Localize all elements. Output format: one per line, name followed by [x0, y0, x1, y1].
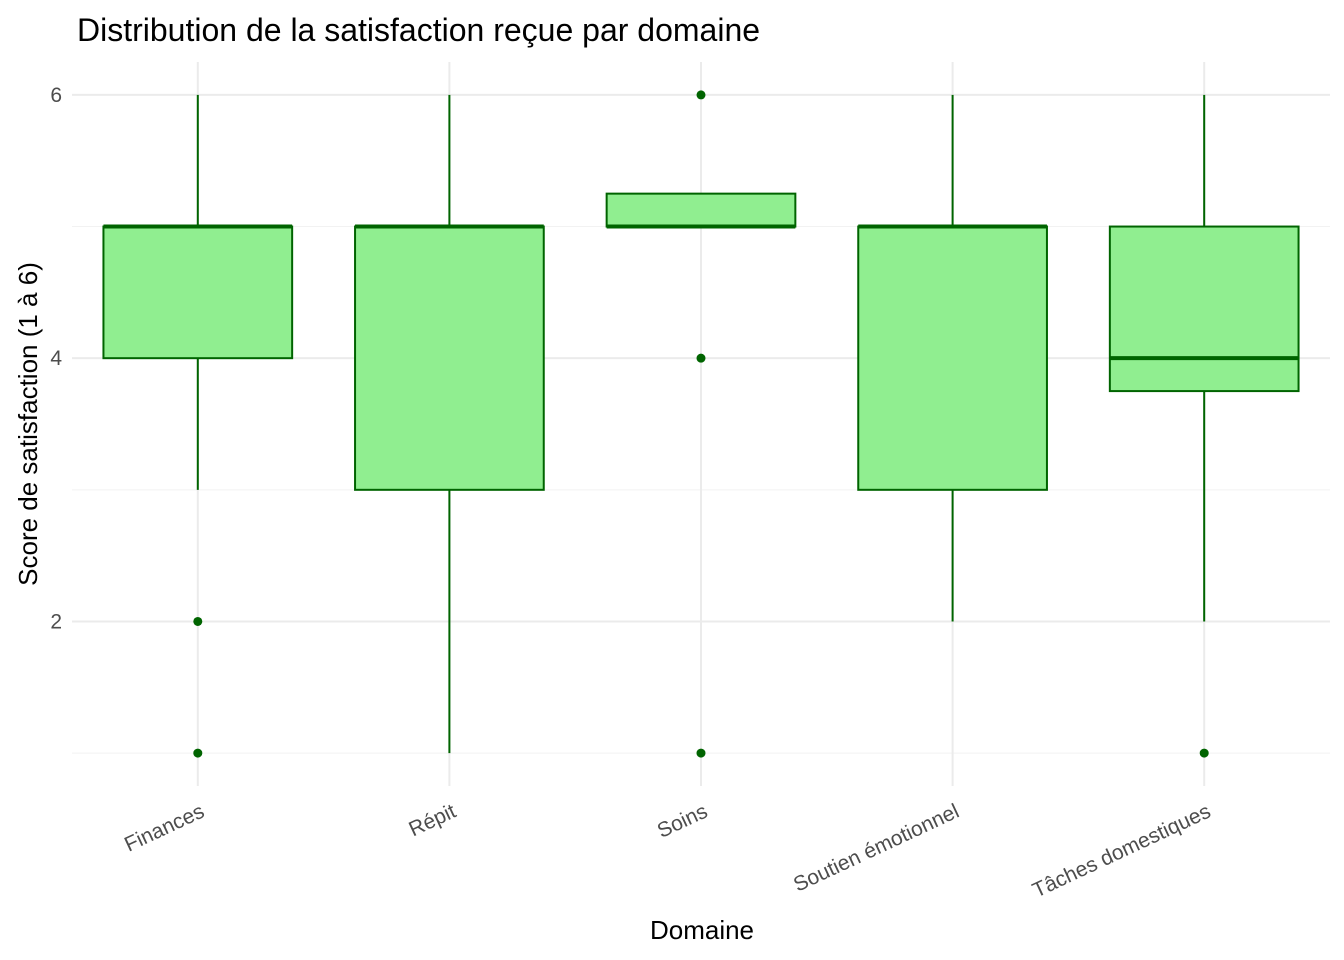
outlier-point	[193, 748, 203, 758]
box-rect	[102, 225, 294, 360]
outlier-point	[696, 90, 706, 100]
x-axis-title: Domaine	[650, 915, 754, 945]
grid	[72, 62, 1330, 786]
y-tick-label: 4	[50, 347, 62, 370]
x-tick-label: Soins	[654, 800, 711, 843]
x-axis-ticks: Finances Répit Soins Soutien émotionnel Tâch…	[121, 800, 1214, 903]
chart-title: Distribution de la satisfaction reçue pa…	[77, 12, 760, 48]
y-tick-label: 2	[50, 610, 62, 633]
outlier-point	[193, 616, 203, 626]
box-4	[857, 94, 1048, 622]
x-tick-label: Soutien émotionnel	[790, 800, 963, 897]
box-rect	[1108, 225, 1300, 393]
box-3	[605, 90, 797, 758]
x-tick-label: Répit	[405, 800, 459, 842]
box-1	[102, 94, 294, 758]
outlier-point	[696, 748, 706, 758]
box-rect	[605, 192, 797, 228]
y-tick-label: 6	[50, 84, 62, 107]
box-rect	[857, 225, 1048, 491]
x-tick-label: Finances	[121, 800, 208, 857]
boxes	[102, 90, 1300, 758]
outlier-point	[1199, 748, 1209, 758]
x-tick-label: Tâches domestiques	[1029, 800, 1214, 903]
box-2	[354, 94, 545, 754]
box-5	[1108, 94, 1300, 758]
y-axis-title: Score de satisfaction (1 à 6)	[13, 262, 43, 586]
outlier-point	[696, 353, 706, 363]
box-rect	[354, 225, 545, 491]
y-axis-ticks: 2 4 6	[50, 84, 62, 634]
